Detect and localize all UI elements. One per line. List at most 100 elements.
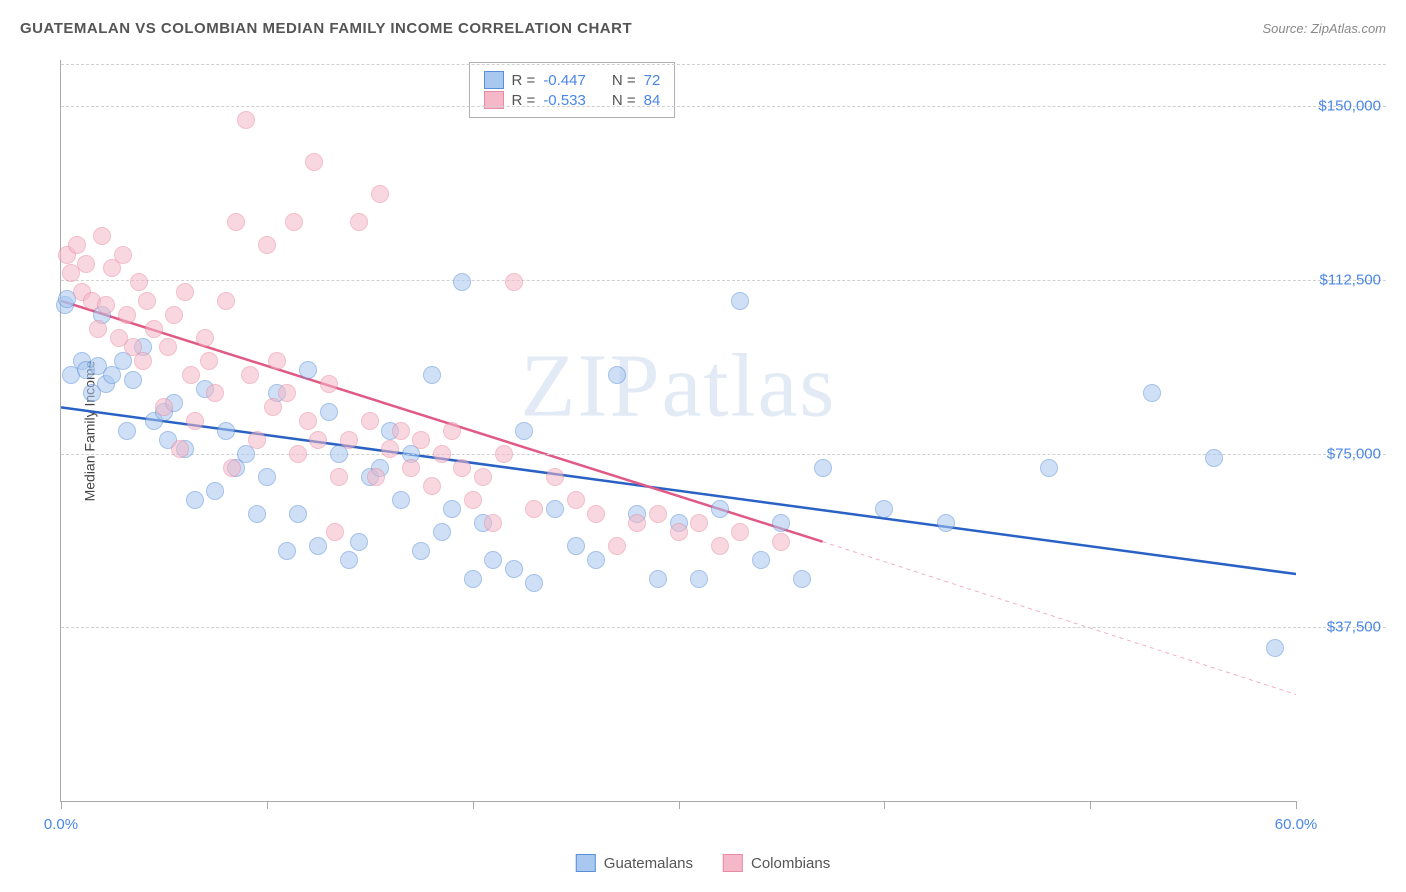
scatter-point — [278, 542, 296, 560]
scatter-point — [474, 468, 492, 486]
scatter-point — [495, 445, 513, 463]
trend-lines-overlay — [61, 60, 1296, 801]
scatter-point — [340, 551, 358, 569]
gridline — [61, 627, 1386, 628]
legend-item-colombians: Colombians — [723, 854, 830, 872]
scatter-point — [289, 445, 307, 463]
scatter-point — [453, 459, 471, 477]
scatter-point — [567, 537, 585, 555]
swatch-colombians — [723, 854, 743, 872]
scatter-point — [546, 468, 564, 486]
scatter-point — [423, 477, 441, 495]
scatter-point — [711, 537, 729, 555]
scatter-point — [937, 514, 955, 532]
scatter-point — [264, 398, 282, 416]
scatter-point — [350, 213, 368, 231]
scatter-point — [772, 533, 790, 551]
scatter-point — [299, 412, 317, 430]
scatter-point — [402, 459, 420, 477]
scatter-point — [114, 246, 132, 264]
scatter-point — [97, 296, 115, 314]
x-tick — [473, 801, 474, 809]
stats-row-guatemalans: R = -0.447 N = 72 — [484, 71, 661, 89]
scatter-point — [278, 384, 296, 402]
scatter-point — [1266, 639, 1284, 657]
scatter-point — [138, 292, 156, 310]
scatter-point — [309, 537, 327, 555]
scatter-point — [515, 422, 533, 440]
scatter-point — [608, 366, 626, 384]
scatter-point — [171, 440, 189, 458]
y-tick-label: $112,500 — [1320, 271, 1381, 288]
scatter-point — [711, 500, 729, 518]
scatter-point — [196, 329, 214, 347]
scatter-point — [134, 352, 152, 370]
x-tick — [1090, 801, 1091, 809]
scatter-point — [361, 412, 379, 430]
stats-box: R = -0.447 N = 72 R = -0.533 N = 84 — [469, 62, 676, 118]
scatter-point — [68, 236, 86, 254]
scatter-point — [350, 533, 368, 551]
scatter-point — [227, 213, 245, 231]
scatter-point — [145, 320, 163, 338]
scatter-point — [155, 398, 173, 416]
scatter-point — [690, 514, 708, 532]
scatter-point — [206, 384, 224, 402]
scatter-point — [130, 273, 148, 291]
scatter-point — [330, 468, 348, 486]
scatter-point — [875, 500, 893, 518]
scatter-point — [77, 255, 95, 273]
scatter-point — [628, 514, 646, 532]
scatter-point — [484, 514, 502, 532]
x-tick-label: 60.0% — [1275, 816, 1318, 833]
scatter-point — [587, 505, 605, 523]
scatter-point — [299, 361, 317, 379]
y-axis-label: Median Family Income — [81, 360, 97, 501]
scatter-point — [381, 440, 399, 458]
scatter-point — [433, 445, 451, 463]
scatter-point — [392, 491, 410, 509]
legend-label: Guatemalans — [604, 855, 693, 872]
scatter-point — [367, 468, 385, 486]
scatter-point — [433, 523, 451, 541]
scatter-point — [285, 213, 303, 231]
gridline — [61, 64, 1386, 65]
scatter-point — [200, 352, 218, 370]
scatter-point — [423, 366, 441, 384]
scatter-point — [412, 542, 430, 560]
scatter-point — [309, 431, 327, 449]
scatter-point — [165, 306, 183, 324]
plot-area: Median Family Income ZIPatlas R = -0.447… — [60, 60, 1296, 802]
scatter-point — [186, 412, 204, 430]
y-tick-label: $37,500 — [1327, 619, 1381, 636]
scatter-point — [89, 320, 107, 338]
chart-title: GUATEMALAN VS COLOMBIAN MEDIAN FAMILY IN… — [20, 20, 632, 37]
scatter-point — [176, 283, 194, 301]
legend-label: Colombians — [751, 855, 830, 872]
watermark-text: ZIPatlas — [521, 335, 837, 438]
scatter-point — [464, 570, 482, 588]
gridline — [61, 106, 1386, 107]
scatter-point — [392, 422, 410, 440]
scatter-point — [443, 422, 461, 440]
scatter-point — [371, 185, 389, 203]
scatter-point — [752, 551, 770, 569]
scatter-point — [525, 500, 543, 518]
x-tick — [267, 801, 268, 809]
bottom-legend: Guatemalans Colombians — [576, 854, 830, 872]
scatter-point — [241, 366, 259, 384]
scatter-point — [731, 292, 749, 310]
x-tick — [1296, 801, 1297, 809]
scatter-point — [268, 352, 286, 370]
scatter-point — [237, 111, 255, 129]
x-tick — [61, 801, 62, 809]
scatter-point — [484, 551, 502, 569]
scatter-point — [305, 153, 323, 171]
scatter-point — [258, 236, 276, 254]
scatter-point — [248, 505, 266, 523]
scatter-point — [1143, 384, 1161, 402]
scatter-point — [1205, 449, 1223, 467]
x-tick-label: 0.0% — [44, 816, 78, 833]
scatter-point — [118, 422, 136, 440]
scatter-point — [505, 273, 523, 291]
